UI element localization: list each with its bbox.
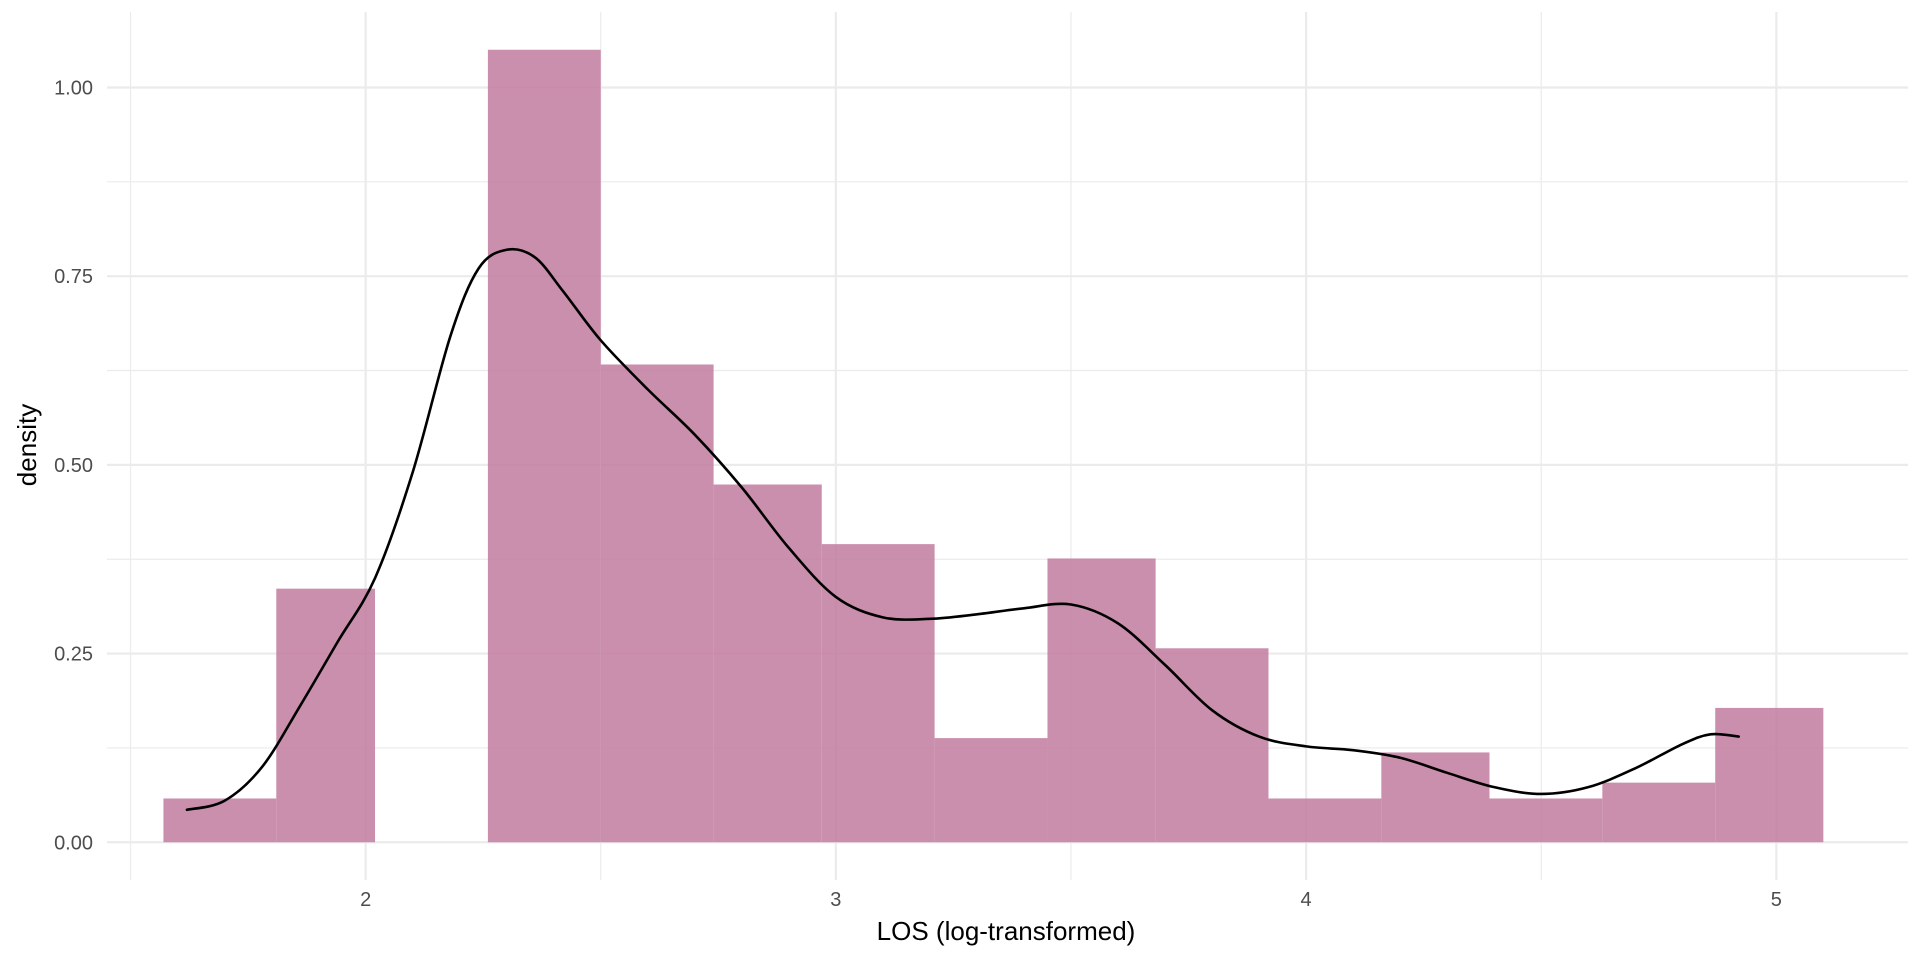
x-axis-title: LOS (log-transformed) — [877, 916, 1136, 946]
density-curve — [185, 247, 1741, 812]
y-tick-label: 0.25 — [54, 644, 93, 666]
y-tick-label: 0.75 — [54, 266, 93, 288]
histogram-bar-14 — [1602, 782, 1716, 843]
x-tick-label: 4 — [1301, 889, 1312, 911]
y-axis-tick-labels: 0.00 0.25 0.50 0.75 1.00 — [54, 77, 93, 854]
histogram-bar-7 — [821, 544, 935, 843]
histogram-bar-1 — [163, 798, 277, 843]
histogram-bar-8 — [934, 738, 1048, 843]
x-tick-label: 2 — [360, 889, 371, 911]
histogram-bars — [163, 49, 1824, 843]
histogram-bar-2 — [276, 588, 376, 843]
x-tick-label: 3 — [830, 889, 841, 911]
histogram-bar-5 — [600, 364, 714, 843]
y-axis-title: density — [12, 404, 42, 486]
histogram-bar-12 — [1381, 752, 1490, 843]
x-tick-label: 5 — [1771, 889, 1782, 911]
x-axis-tick-labels: 2 3 4 5 — [360, 889, 1782, 911]
histogram-bar-6 — [713, 484, 822, 843]
histogram-bar-13 — [1489, 798, 1603, 843]
y-tick-label: 0.00 — [54, 832, 93, 854]
y-tick-label: 0.50 — [54, 455, 93, 477]
grid-lines — [107, 12, 1908, 880]
histogram-bar-11 — [1268, 798, 1382, 843]
histogram-bar-9 — [1047, 558, 1156, 843]
histogram-bar-15 — [1715, 707, 1824, 843]
histogram-bar-10 — [1155, 648, 1269, 843]
histogram-bar-4 — [487, 49, 601, 843]
y-tick-label: 1.00 — [54, 77, 93, 99]
